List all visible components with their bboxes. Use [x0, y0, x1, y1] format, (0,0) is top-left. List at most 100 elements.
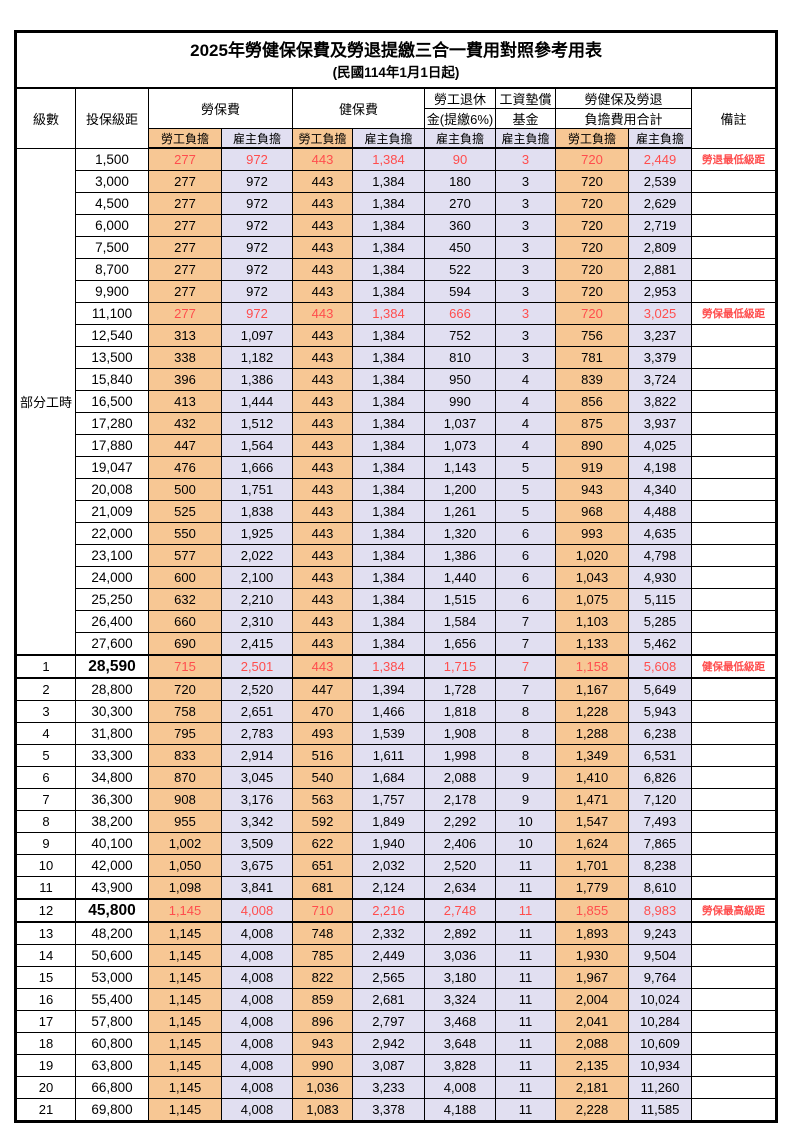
cell-health-employer: 1,384	[352, 456, 425, 479]
cell-total-employer: 3,237	[628, 324, 692, 347]
cell-bracket: 1,500	[75, 147, 149, 171]
cell-health-employee: 1,083	[292, 1098, 353, 1122]
cell-bracket: 13,500	[75, 346, 149, 369]
cell-bracket: 53,000	[75, 966, 149, 989]
cell-health-employee: 1,036	[292, 1076, 353, 1099]
cell-labor-employer: 4,008	[221, 988, 293, 1011]
cell-labor-employee: 908	[148, 788, 222, 811]
cell-total-employee: 720	[555, 170, 629, 193]
cell-labor-employer: 3,342	[221, 810, 293, 833]
cell-bracket: 21,009	[75, 500, 149, 523]
cell-bracket: 30,300	[75, 700, 149, 723]
cell-wage-fund-employer: 5	[495, 500, 556, 523]
cell-health-employee: 443	[292, 147, 353, 171]
cell-health-employer: 1,466	[352, 700, 425, 723]
cell-health-employee: 651	[292, 854, 353, 877]
cell-bracket: 55,400	[75, 988, 149, 1011]
cell-wage-fund-employer: 3	[495, 214, 556, 237]
cell-total-employer: 3,379	[628, 346, 692, 369]
cell-total-employer: 4,635	[628, 522, 692, 545]
cell-total-employer: 11,260	[628, 1076, 692, 1099]
cell-health-employer: 2,681	[352, 988, 425, 1011]
cell-health-employee: 443	[292, 478, 353, 501]
cell-total-employee: 720	[555, 214, 629, 237]
cell-pension-employer: 2,520	[424, 854, 496, 877]
cell-pension-employer: 4,008	[424, 1076, 496, 1099]
cell-health-employee: 443	[292, 170, 353, 193]
cell-total-employee: 720	[555, 192, 629, 215]
header-health-employer: 雇主負擔	[352, 128, 425, 149]
cell-labor-employee: 1,145	[148, 1076, 222, 1099]
cell-remark	[690, 677, 778, 701]
cell-health-employer: 1,384	[352, 192, 425, 215]
cell-labor-employee: 313	[148, 324, 222, 347]
cell-labor-employer: 4,008	[221, 921, 293, 945]
cell-health-employer: 2,565	[352, 966, 425, 989]
cell-wage-fund-employer: 3	[495, 324, 556, 347]
cell-bracket: 9,900	[75, 280, 149, 303]
cell-health-employer: 1,757	[352, 788, 425, 811]
cell-pension-employer: 522	[424, 258, 496, 281]
cell-remark	[690, 854, 778, 877]
header-remark: 備註	[690, 87, 778, 149]
cell-total-employer: 2,629	[628, 192, 692, 215]
cell-wage-fund-employer: 3	[495, 192, 556, 215]
cell-bracket: 23,100	[75, 544, 149, 567]
cell-total-employer: 4,798	[628, 544, 692, 567]
cell-health-employer: 3,087	[352, 1054, 425, 1077]
cell-health-employer: 2,332	[352, 921, 425, 945]
cell-health-employee: 443	[292, 632, 353, 656]
cell-remark	[690, 588, 778, 611]
table-row: 3 30,300 758 2,651 470 1,466 1,818 8 1,228 5,943	[15, 700, 778, 723]
cell-bracket: 69,800	[75, 1098, 149, 1122]
cell-bracket: 57,800	[75, 1010, 149, 1033]
cell-level: 6	[15, 766, 76, 789]
cell-wage-fund-employer: 11	[495, 1032, 556, 1055]
cell-total-employee: 1,075	[555, 588, 629, 611]
cell-total-employer: 5,608	[628, 654, 692, 679]
cell-level: 2	[15, 677, 76, 701]
cell-labor-employee: 550	[148, 522, 222, 545]
cell-labor-employee: 338	[148, 346, 222, 369]
cell-bracket: 60,800	[75, 1032, 149, 1055]
header-labor-employee: 勞工負擔	[148, 128, 222, 149]
cell-remark: 勞保最低級距	[690, 302, 778, 325]
cell-health-employer: 1,384	[352, 214, 425, 237]
cell-health-employer: 1,384	[352, 324, 425, 347]
cell-pension-employer: 2,634	[424, 876, 496, 900]
cell-remark	[690, 832, 778, 855]
cell-wage-fund-employer: 8	[495, 722, 556, 745]
table-row: 7,500 277 972 443 1,384 450 3 720 2,809	[16, 236, 778, 259]
table-row: 19,047 476 1,666 443 1,384 1,143 5 919 4,198	[16, 456, 778, 479]
cell-labor-employee: 955	[148, 810, 222, 833]
cell-health-employee: 592	[292, 810, 353, 833]
table-row: 16,500 413 1,444 443 1,384 990 4 856 3,822	[16, 390, 778, 413]
cell-total-employer: 5,462	[628, 632, 692, 656]
cell-pension-employer: 594	[424, 280, 496, 303]
cell-bracket: 8,700	[75, 258, 149, 281]
cell-total-employee: 720	[555, 280, 629, 303]
cell-labor-employee: 447	[148, 434, 222, 457]
cell-labor-employee: 476	[148, 456, 222, 479]
cell-bracket: 15,840	[75, 368, 149, 391]
cell-bracket: 38,200	[75, 810, 149, 833]
cell-level: 5	[15, 744, 76, 767]
cell-total-employee: 720	[555, 236, 629, 259]
cell-health-employee: 896	[292, 1010, 353, 1033]
cell-remark	[690, 610, 778, 633]
cell-remark	[690, 722, 778, 745]
cell-pension-employer: 1,515	[424, 588, 496, 611]
cell-labor-employee: 577	[148, 544, 222, 567]
table-row: 4 31,800 795 2,783 493 1,539 1,908 8 1,288 6,238	[15, 722, 778, 745]
cell-total-employer: 10,934	[628, 1054, 692, 1077]
cell-health-employer: 1,384	[352, 236, 425, 259]
cell-health-employee: 443	[292, 324, 353, 347]
cell-health-employer: 1,384	[352, 588, 425, 611]
table-row: 9 40,100 1,002 3,509 622 1,940 2,406 10 1,624 7,8…	[15, 832, 778, 855]
cell-total-employee: 1,930	[555, 944, 629, 967]
cell-health-employer: 1,384	[352, 412, 425, 435]
cell-pension-employer: 360	[424, 214, 496, 237]
cell-bracket: 24,000	[75, 566, 149, 589]
cell-labor-employee: 1,145	[148, 988, 222, 1011]
cell-total-employee: 1,701	[555, 854, 629, 877]
